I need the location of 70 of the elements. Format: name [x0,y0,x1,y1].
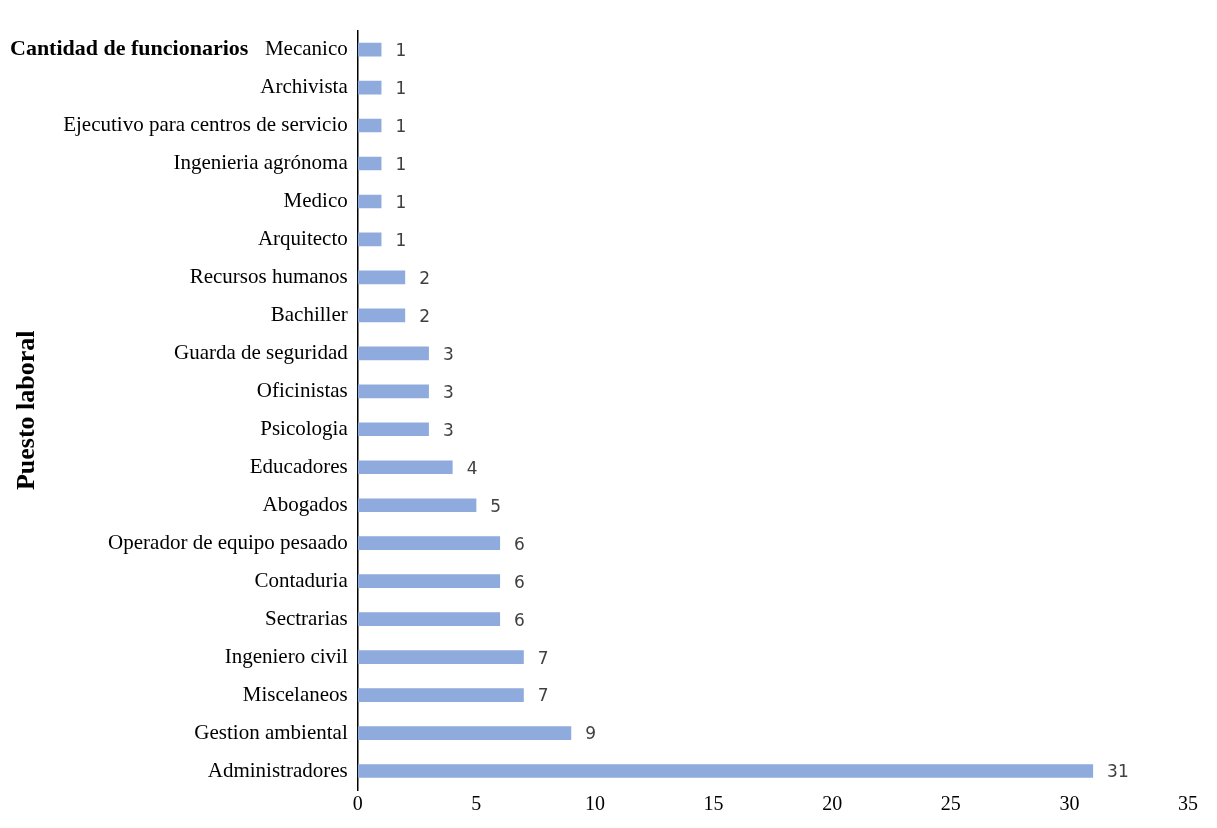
x-tick-label: 15 [703,792,724,815]
x-tick-label: 35 [1178,792,1198,815]
data-label: 7 [537,685,549,706]
data-label: 6 [514,609,525,630]
y-tick-label: Sectrarias [264,605,348,630]
data-label: 3 [442,419,454,440]
y-tick-label: Gestion ambiental [194,719,348,744]
y-tick-label: Arquitecto [257,225,348,250]
bar [357,764,1094,778]
y-tick-label: Ingeniero civil [224,643,348,668]
data-label: 1 [395,115,407,136]
text: Cantidad de funcionarios [10,35,249,61]
bar [357,498,477,513]
y-tick-label: Guarda de seguridad [173,339,349,364]
bar [357,460,453,475]
data-label: 9 [585,723,597,744]
y-tick-label: Medico [283,187,348,212]
y-tick-label: Ingenieria agrónoma [173,150,349,175]
bar [357,270,406,285]
bar [357,308,406,323]
bar [357,42,382,57]
y-tick-label: Archivista [260,74,349,99]
x-tick-label: 5 [471,792,482,815]
bar [357,536,501,551]
bar [357,194,382,209]
y-tick-label: Abogados [262,491,348,516]
data-label: 1 [395,191,407,212]
bar [357,118,382,133]
bar [357,726,572,740]
bar [357,612,501,626]
x-tick-label: 10 [584,792,605,815]
data-label: 1 [395,229,407,250]
y-axis-title: Puesto laboral [11,330,41,491]
data-label: 3 [442,381,454,402]
data-label: 6 [514,533,525,554]
bar [357,574,501,588]
bar [357,232,382,247]
bar [357,346,429,361]
bar [357,422,429,437]
y-tick-label: Psicologia [260,415,349,440]
y-tick-label: Bachiller [270,301,348,326]
y-tick-label: Contaduria [254,567,349,592]
y-tick-label: Mecanico [264,36,348,61]
x-tick-label: 25 [940,792,961,815]
data-label: 7 [537,647,549,668]
x-tick-label: 0 [352,792,363,815]
y-tick-label: Oficinistas [256,377,348,402]
data-label: 5 [490,495,502,516]
bar [357,156,382,171]
y-tick-label: Administradores [207,757,348,782]
y-tick-label: Educadores [249,453,348,478]
bar [357,688,524,702]
data-label: 1 [395,40,407,61]
bar [357,650,524,664]
data-label: 3 [442,343,454,364]
y-tick-label: Recursos humanos [189,263,348,288]
data-label: 4 [466,457,478,478]
data-label: 2 [419,267,431,288]
y-tick-label: Ejecutivo para centros de servicio [63,112,348,137]
x-tick-label: 20 [822,792,843,815]
y-tick-label: Operador de equipo pesaado [108,529,348,554]
data-label: 2 [419,305,431,326]
data-label: 1 [395,153,407,174]
y-tick-label: Miscelaneos [242,681,348,706]
bar [357,80,382,95]
data-label: 1 [395,77,407,98]
data-label: 6 [514,571,525,592]
bar [357,384,429,399]
x-tick-label: 30 [1059,792,1080,815]
data-label: 31 [1107,761,1129,782]
